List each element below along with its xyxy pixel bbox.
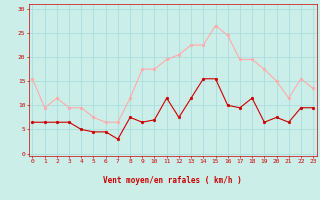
X-axis label: Vent moyen/en rafales ( km/h ): Vent moyen/en rafales ( km/h ) (103, 176, 242, 185)
